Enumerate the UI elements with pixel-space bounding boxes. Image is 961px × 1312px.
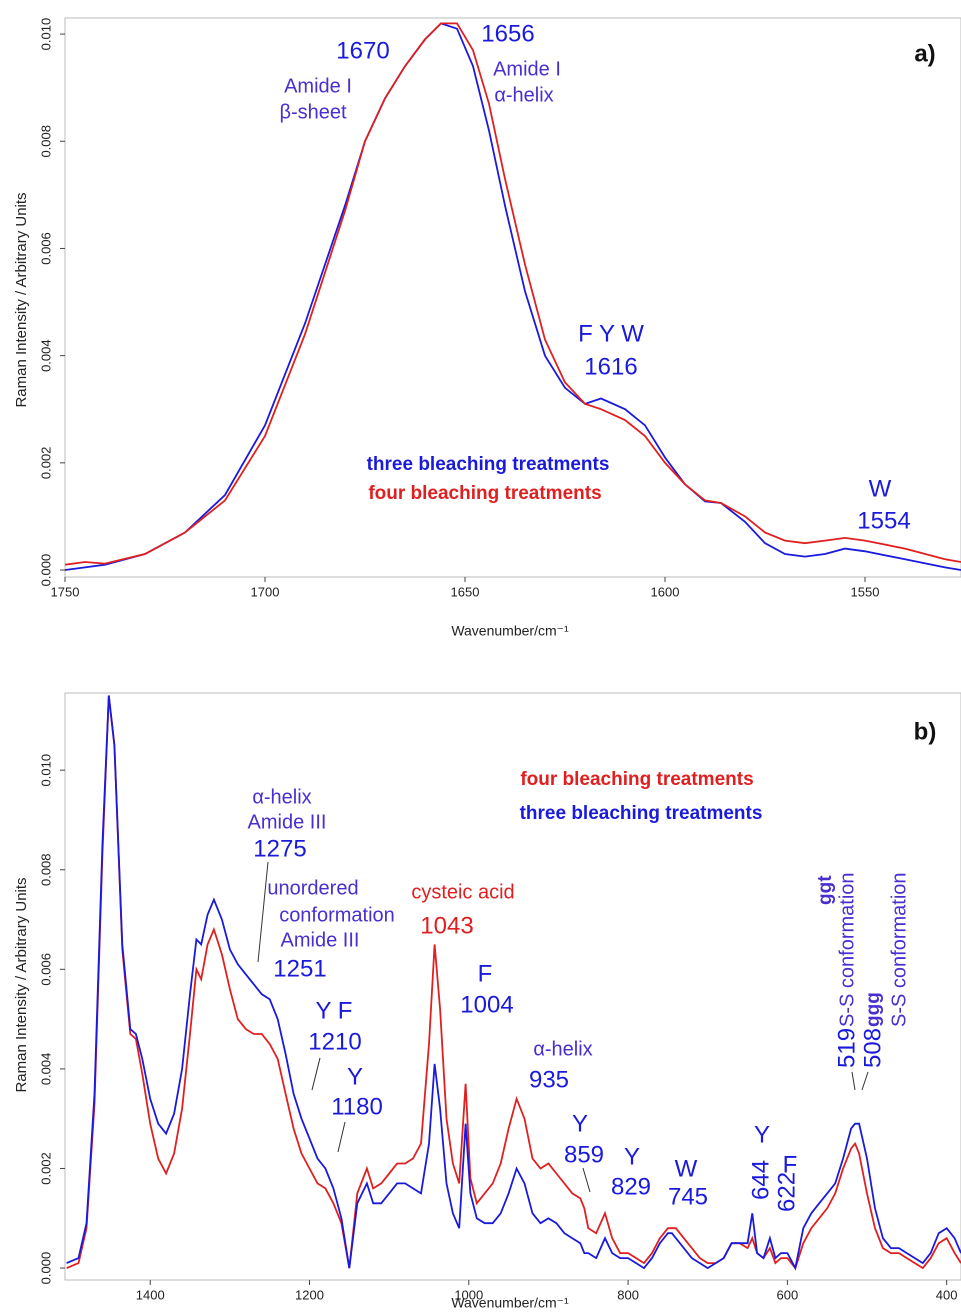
annotation: β-sheet bbox=[279, 101, 347, 123]
x-tick-label: 1750 bbox=[51, 584, 80, 599]
annotation: 829 bbox=[611, 1173, 651, 1200]
annotation: 508 bbox=[859, 1028, 886, 1068]
x-tick-label: 800 bbox=[617, 1287, 639, 1302]
annotation: α-helix bbox=[533, 1038, 592, 1060]
annotation: Amide I bbox=[284, 75, 352, 97]
annotation: W bbox=[675, 1155, 698, 1182]
leader-line bbox=[861, 1071, 869, 1091]
annotation: S-S conformation bbox=[888, 872, 910, 1027]
leader-line bbox=[582, 1167, 591, 1193]
annotation: Y bbox=[624, 1143, 640, 1170]
annotation: ggg bbox=[863, 992, 884, 1027]
annotation: 1180 bbox=[331, 1093, 383, 1120]
x-tick-label: 1650 bbox=[451, 584, 480, 599]
x-tick-label: 1600 bbox=[651, 584, 680, 599]
x-axis-label: Wavenumber/cm⁻¹ bbox=[451, 623, 569, 639]
annotation: 1656 bbox=[481, 20, 534, 47]
annotation: 935 bbox=[529, 1066, 569, 1093]
x-axis-label: Wavenumber/cm⁻¹ bbox=[451, 1295, 569, 1311]
legend-entry: four bleaching treatments bbox=[520, 769, 753, 790]
plot-lines bbox=[66, 695, 961, 1271]
annotation: 1210 bbox=[308, 1028, 361, 1055]
annotation: 622 bbox=[773, 1172, 800, 1212]
annotation: 1670 bbox=[336, 37, 389, 64]
spectrum-line bbox=[66, 695, 961, 1270]
annotation: 1275 bbox=[253, 835, 306, 862]
annotation: F Y W bbox=[578, 320, 644, 347]
plot-frame bbox=[64, 17, 961, 578]
annotation: ggt bbox=[815, 875, 836, 905]
annotation: conformation bbox=[279, 904, 395, 926]
leader-line bbox=[851, 1071, 856, 1091]
annotation: 644 bbox=[747, 1160, 774, 1200]
annotation: 1554 bbox=[857, 507, 910, 534]
y-tick-label: 0.002 bbox=[38, 447, 53, 480]
annotation: α-helix bbox=[494, 84, 553, 106]
panel-label: b) bbox=[914, 718, 937, 745]
y-tick-label: 0.010 bbox=[38, 754, 53, 787]
leader-line bbox=[311, 1057, 321, 1091]
annotation: S-S conformation bbox=[836, 872, 858, 1027]
annotation: W bbox=[869, 475, 892, 502]
annotation: Y bbox=[347, 1063, 363, 1090]
legend-entry: three bleaching treatments bbox=[520, 803, 763, 824]
annotation: 859 bbox=[564, 1141, 604, 1168]
annotation: Y F bbox=[316, 997, 353, 1024]
annotation: 1004 bbox=[460, 991, 513, 1018]
x-tick-label: 600 bbox=[777, 1287, 799, 1302]
x-tick-label: 1700 bbox=[251, 584, 280, 599]
x-tick-label: 1000 bbox=[454, 1287, 483, 1302]
panel-label: a) bbox=[914, 40, 935, 67]
annotation: F bbox=[783, 1151, 798, 1178]
x-tick-label: 400 bbox=[936, 1287, 958, 1302]
annotation: Amide I bbox=[493, 58, 561, 80]
y-tick-label: 0.008 bbox=[38, 853, 53, 886]
annotation: 1251 bbox=[273, 955, 326, 982]
annotation: α-helix bbox=[252, 786, 311, 808]
leader-line bbox=[257, 861, 269, 963]
legend-entry: three bleaching treatments bbox=[367, 454, 610, 475]
x-tick-label: 1400 bbox=[136, 1287, 165, 1302]
legend-entry: four bleaching treatments bbox=[368, 483, 601, 504]
y-tick-label: 0.010 bbox=[38, 18, 53, 51]
annotation: Amide III bbox=[248, 811, 327, 833]
spectrum-line bbox=[65, 22, 961, 566]
annotation: Y bbox=[754, 1121, 770, 1148]
y-tick-label: 0.002 bbox=[38, 1152, 53, 1185]
spectrum-line bbox=[66, 695, 961, 1271]
annotation: 1043 bbox=[420, 912, 473, 939]
plot-lines bbox=[65, 22, 961, 571]
y-tick-label: 0.006 bbox=[38, 953, 53, 986]
y-tick-label: 0.006 bbox=[38, 232, 53, 265]
annotation: 1616 bbox=[584, 353, 637, 380]
y-tick-label: 0.004 bbox=[38, 1053, 53, 1086]
annotation: Y bbox=[572, 1110, 588, 1137]
annotation: cysteic acid bbox=[411, 881, 514, 903]
leader-line bbox=[337, 1121, 346, 1153]
y-tick-label: 0.004 bbox=[38, 339, 53, 372]
annotation: F bbox=[478, 960, 493, 987]
spectrum-line bbox=[65, 22, 961, 571]
x-tick-label: 1200 bbox=[295, 1287, 324, 1302]
y-tick-label: 0.008 bbox=[38, 125, 53, 158]
plot-frame bbox=[64, 692, 961, 1281]
annotation: Amide III bbox=[281, 929, 360, 951]
annotation: unordered bbox=[267, 877, 358, 899]
annotation: 519 bbox=[833, 1028, 860, 1068]
x-tick-label: 1550 bbox=[851, 584, 880, 599]
y-tick-label: 0.000 bbox=[38, 554, 53, 587]
y-axis-label: Raman Intensity / Arbitrary Units bbox=[13, 192, 30, 407]
annotation: 745 bbox=[668, 1183, 708, 1210]
y-axis-label: Raman Intensity / Arbitrary Units bbox=[13, 877, 30, 1092]
y-tick-label: 0.000 bbox=[38, 1252, 53, 1285]
